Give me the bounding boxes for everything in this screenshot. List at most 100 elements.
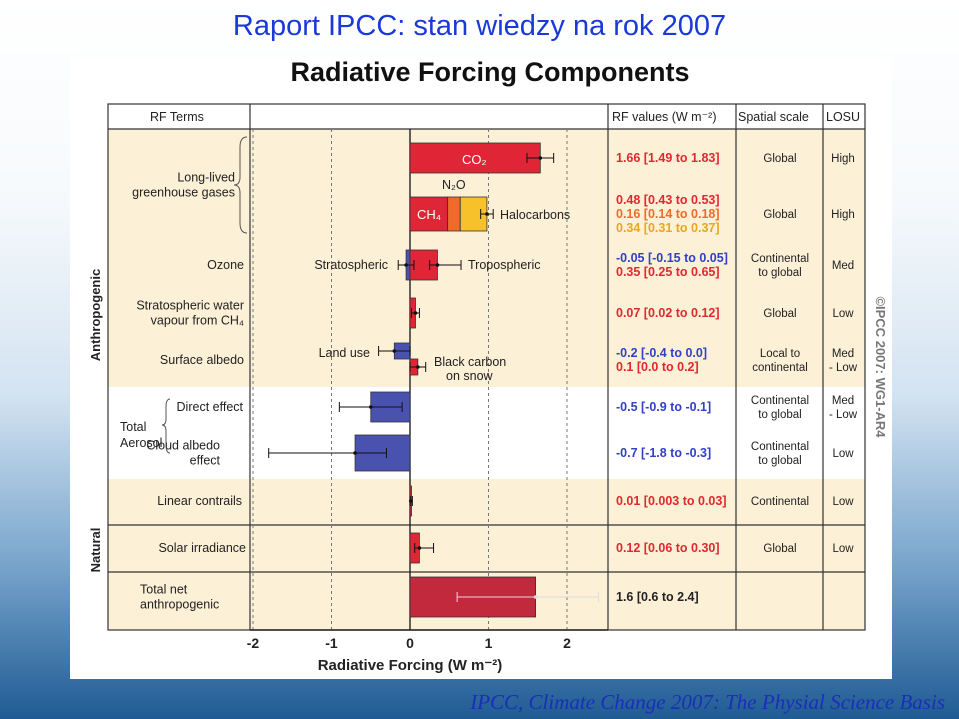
term-label-h2o: Stratospheric water: [136, 299, 244, 313]
rf-chart: Radiative Forcing Components RF Terms RF v…: [88, 57, 888, 674]
error-center: [435, 263, 440, 267]
losu-albedo: - Low: [829, 362, 858, 374]
label-tropospheric: Tropospheric: [468, 258, 541, 272]
aerosol-label: Aerosol: [120, 436, 162, 450]
error-center: [404, 263, 408, 267]
spatial-scale-ghg: Global: [763, 153, 796, 165]
losu-ghg2: High: [831, 209, 855, 221]
spatial-scale-solar: Global: [763, 543, 796, 555]
header-losu: LOSU: [826, 110, 860, 124]
error-center: [538, 156, 543, 160]
label-black-carbon: Black carbon: [434, 355, 506, 369]
rf-value-solar: 0.12 [0.06 to 0.30]: [616, 541, 720, 555]
label-stratospheric: Stratospheric: [314, 258, 388, 272]
rf-value-ozone: -0.05 [-0.15 to 0.05]: [616, 251, 728, 265]
rf-value-ozone: 0.35 [0.25 to 0.65]: [616, 265, 720, 279]
bar-CH₄: [409, 196, 449, 232]
x-tick-label: 1: [485, 635, 493, 651]
label-on-snow: on snow: [446, 369, 494, 383]
error-center: [408, 499, 413, 503]
header-rf-values: RF values (W m⁻²): [612, 110, 717, 124]
label-ch4: CH₄: [417, 207, 441, 222]
label-co2: CO₂: [462, 152, 487, 167]
group-label-natural: Natural: [88, 528, 103, 573]
row-band-h2o: [108, 291, 865, 337]
labels: Radiative Forcing Components RF Terms RF v…: [88, 57, 888, 674]
grid-lines: [107, 103, 866, 631]
term-label-contrails: Linear contrails: [157, 494, 242, 508]
error-center: [533, 595, 538, 599]
aerosol-brace: [161, 398, 171, 454]
rf-value-h2o: 0.07 [0.02 to 0.12]: [616, 306, 720, 320]
spatial-scale-aer-direct: to global: [758, 409, 801, 421]
spatial-scale-ozone: to global: [758, 267, 801, 279]
term-label-ghg: Long-lived: [177, 171, 235, 185]
error-center: [368, 405, 373, 409]
rf-value-ghg2: 0.48 [0.43 to 0.53]: [616, 193, 720, 207]
header-spatial-scale: Spatial scale: [738, 110, 809, 124]
header-rf-terms: RF Terms: [150, 110, 204, 124]
error-bars: [268, 153, 599, 602]
losu-h2o: Low: [832, 308, 854, 320]
term-label-aer-direct: Direct effect: [177, 400, 244, 414]
label-land-use: Land use: [319, 346, 370, 360]
losu-ozone: Med: [832, 260, 854, 272]
label-halocarbons: Halocarbons: [500, 208, 570, 222]
rf-value-ghg2: 0.16 [0.14 to 0.18]: [616, 207, 720, 221]
error-center: [413, 311, 418, 315]
row-band-ozone: [108, 242, 865, 291]
watermark: ©IPCC 2007: WG1-AR4: [873, 296, 888, 438]
term-label-total: Total net: [140, 583, 188, 597]
rf-value-albedo: 0.1 [0.0 to 0.2]: [616, 360, 699, 374]
label-n2o: N₂O: [442, 178, 466, 192]
losu-aer-cloud: Low: [832, 448, 854, 460]
x-tick-label: 0: [406, 635, 414, 651]
error-center: [417, 546, 422, 550]
error-center: [485, 212, 489, 216]
spatial-scale-ghg2: Global: [763, 209, 796, 221]
term-label-aer-cloud: Cloud albedo: [146, 439, 220, 453]
chart-title: Radiative Forcing Components: [290, 57, 689, 87]
spatial-scale-albedo: Local to: [760, 348, 800, 360]
rf-value-ghg2: 0.34 [0.31 to 0.37]: [616, 221, 720, 235]
rf-value-total: 1.6 [0.6 to 2.4]: [616, 590, 699, 604]
rf-value-aer-direct: -0.5 [-0.9 to -0.1]: [616, 400, 711, 414]
spatial-scale-aer-cloud: to global: [758, 455, 801, 467]
term-label-ghg: greenhouse gases: [132, 186, 235, 200]
losu-contrails: Low: [832, 496, 854, 508]
bar-N₂O: [447, 196, 461, 232]
spatial-scale-ozone: Continental: [751, 253, 809, 265]
losu-solar: Low: [832, 543, 854, 555]
spatial-scale-contrails: Continental: [751, 496, 809, 508]
spatial-scale-aer-cloud: Continental: [751, 441, 809, 453]
error-center: [353, 451, 357, 455]
rf-figure: Radiative Forcing Components RF Terms RF v…: [70, 57, 892, 679]
x-tick-label: -2: [247, 635, 260, 651]
header-band: [108, 104, 865, 129]
aerosol-label: Total: [120, 420, 146, 434]
row-band-albedo: [108, 337, 865, 387]
rf-value-albedo: -0.2 [-0.4 to 0.0]: [616, 346, 707, 360]
row-band-solar: [108, 525, 865, 572]
group-label-anthropogenic: Anthropogenic: [88, 269, 103, 361]
rf-value-aer-cloud: -0.7 [-1.8 to -0.3]: [616, 446, 711, 460]
ghg-brace: [233, 136, 248, 234]
losu-aer-direct: - Low: [829, 409, 858, 421]
term-label-albedo: Surface albedo: [160, 353, 244, 367]
row-bands: [108, 104, 865, 630]
x-tick-label: 2: [563, 635, 571, 651]
spatial-scale-h2o: Global: [763, 308, 796, 320]
error-center: [392, 349, 397, 353]
spatial-scale-albedo: continental: [752, 362, 808, 374]
rf-value-contrails: 0.01 [0.003 to 0.03]: [616, 494, 726, 508]
x-axis-label: Radiative Forcing (W m⁻²): [318, 657, 503, 674]
error-center: [416, 365, 420, 369]
credit-line: IPCC, Climate Change 2007: The Physial S…: [470, 690, 945, 714]
rf-value-ghg: 1.66 [1.49 to 1.83]: [616, 151, 720, 165]
x-tick-label: -1: [325, 635, 338, 651]
row-band-contrails: [108, 479, 865, 525]
term-label-aer-cloud: effect: [190, 454, 221, 468]
term-label-solar: Solar irradiance: [158, 541, 246, 555]
losu-ghg: High: [831, 153, 855, 165]
term-label-ozone: Ozone: [207, 258, 244, 272]
